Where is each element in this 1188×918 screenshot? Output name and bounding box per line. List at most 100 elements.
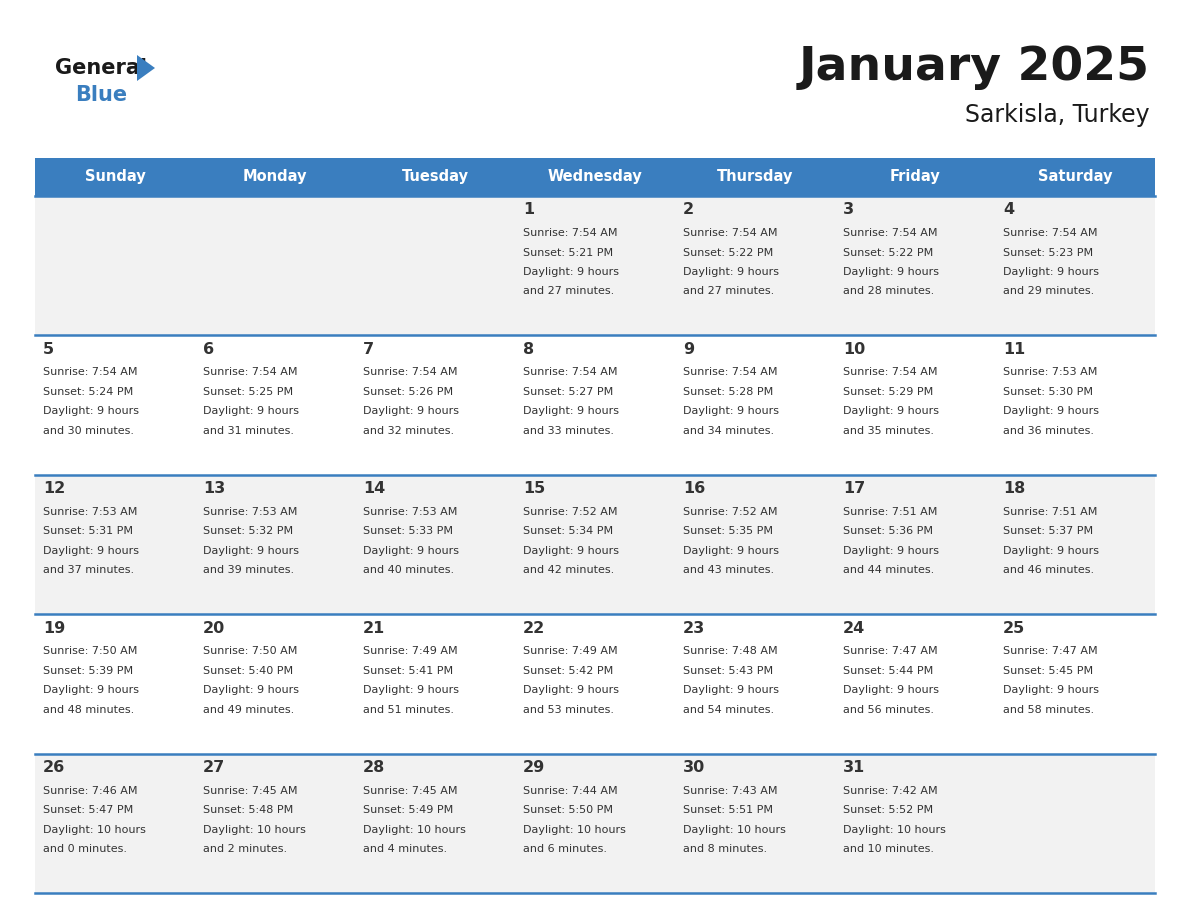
Text: Daylight: 10 hours: Daylight: 10 hours bbox=[843, 824, 946, 834]
Text: Daylight: 9 hours: Daylight: 9 hours bbox=[523, 407, 619, 417]
Text: Daylight: 9 hours: Daylight: 9 hours bbox=[43, 546, 139, 555]
Bar bbox=[195, 475, 355, 614]
Text: Sunset: 5:44 PM: Sunset: 5:44 PM bbox=[843, 666, 934, 676]
Text: and 53 minutes.: and 53 minutes. bbox=[523, 705, 614, 715]
Text: 14: 14 bbox=[364, 481, 385, 497]
Text: Sunrise: 7:51 AM: Sunrise: 7:51 AM bbox=[1003, 507, 1098, 517]
Text: Daylight: 9 hours: Daylight: 9 hours bbox=[1003, 546, 1099, 555]
Text: Sunset: 5:24 PM: Sunset: 5:24 PM bbox=[43, 386, 133, 397]
Text: and 51 minutes.: and 51 minutes. bbox=[364, 705, 454, 715]
Bar bbox=[675, 158, 835, 196]
Bar bbox=[516, 614, 675, 754]
Text: and 8 minutes.: and 8 minutes. bbox=[683, 844, 767, 854]
Text: Sunset: 5:29 PM: Sunset: 5:29 PM bbox=[843, 386, 934, 397]
Text: Sunrise: 7:44 AM: Sunrise: 7:44 AM bbox=[523, 786, 618, 796]
Bar bbox=[675, 196, 835, 335]
Text: Saturday: Saturday bbox=[1038, 170, 1112, 185]
Text: 1: 1 bbox=[523, 203, 535, 218]
Text: Sunrise: 7:54 AM: Sunrise: 7:54 AM bbox=[203, 367, 297, 377]
Text: 26: 26 bbox=[43, 760, 65, 775]
Text: Sunset: 5:28 PM: Sunset: 5:28 PM bbox=[683, 386, 773, 397]
Text: Sunset: 5:26 PM: Sunset: 5:26 PM bbox=[364, 386, 453, 397]
Text: 13: 13 bbox=[203, 481, 226, 497]
Text: and 6 minutes.: and 6 minutes. bbox=[523, 844, 607, 854]
Text: and 49 minutes.: and 49 minutes. bbox=[203, 705, 295, 715]
Text: and 2 minutes.: and 2 minutes. bbox=[203, 844, 287, 854]
Text: Friday: Friday bbox=[890, 170, 941, 185]
Text: Daylight: 9 hours: Daylight: 9 hours bbox=[1003, 407, 1099, 417]
Text: Sunrise: 7:53 AM: Sunrise: 7:53 AM bbox=[1003, 367, 1098, 377]
Text: 2: 2 bbox=[683, 203, 694, 218]
Text: Daylight: 9 hours: Daylight: 9 hours bbox=[203, 546, 299, 555]
Text: 5: 5 bbox=[43, 341, 55, 357]
Text: Sunrise: 7:42 AM: Sunrise: 7:42 AM bbox=[843, 786, 937, 796]
Text: Sunset: 5:21 PM: Sunset: 5:21 PM bbox=[523, 248, 613, 258]
Text: Sunset: 5:35 PM: Sunset: 5:35 PM bbox=[683, 526, 773, 536]
Text: Sunrise: 7:48 AM: Sunrise: 7:48 AM bbox=[683, 646, 778, 656]
Text: Sunrise: 7:52 AM: Sunrise: 7:52 AM bbox=[523, 507, 618, 517]
Bar bbox=[195, 614, 355, 754]
Bar bbox=[835, 754, 996, 893]
Bar bbox=[195, 158, 355, 196]
Text: and 42 minutes.: and 42 minutes. bbox=[523, 565, 614, 576]
Text: Daylight: 9 hours: Daylight: 9 hours bbox=[364, 546, 459, 555]
Text: Daylight: 9 hours: Daylight: 9 hours bbox=[43, 685, 139, 695]
Text: 24: 24 bbox=[843, 621, 865, 635]
Text: Daylight: 9 hours: Daylight: 9 hours bbox=[43, 407, 139, 417]
Text: 27: 27 bbox=[203, 760, 226, 775]
Text: Sunrise: 7:49 AM: Sunrise: 7:49 AM bbox=[364, 646, 457, 656]
Text: 21: 21 bbox=[364, 621, 385, 635]
Text: Wednesday: Wednesday bbox=[548, 170, 643, 185]
Text: and 29 minutes.: and 29 minutes. bbox=[1003, 286, 1094, 297]
Bar bbox=[996, 475, 1155, 614]
Text: 23: 23 bbox=[683, 621, 706, 635]
Text: Sunset: 5:51 PM: Sunset: 5:51 PM bbox=[683, 805, 773, 815]
Text: Sunset: 5:45 PM: Sunset: 5:45 PM bbox=[1003, 666, 1093, 676]
Text: Daylight: 9 hours: Daylight: 9 hours bbox=[683, 407, 779, 417]
Text: Daylight: 9 hours: Daylight: 9 hours bbox=[683, 267, 779, 277]
Text: Daylight: 9 hours: Daylight: 9 hours bbox=[843, 546, 939, 555]
Text: 28: 28 bbox=[364, 760, 385, 775]
Text: Sunrise: 7:54 AM: Sunrise: 7:54 AM bbox=[843, 228, 937, 238]
Text: 19: 19 bbox=[43, 621, 65, 635]
Bar bbox=[516, 754, 675, 893]
Text: Sunrise: 7:54 AM: Sunrise: 7:54 AM bbox=[843, 367, 937, 377]
Text: 22: 22 bbox=[523, 621, 545, 635]
Text: 16: 16 bbox=[683, 481, 706, 497]
Text: Sunset: 5:42 PM: Sunset: 5:42 PM bbox=[523, 666, 613, 676]
Bar bbox=[996, 754, 1155, 893]
Text: Sunrise: 7:53 AM: Sunrise: 7:53 AM bbox=[43, 507, 138, 517]
Text: Daylight: 10 hours: Daylight: 10 hours bbox=[43, 824, 146, 834]
Text: Daylight: 9 hours: Daylight: 9 hours bbox=[203, 685, 299, 695]
Text: Sunset: 5:33 PM: Sunset: 5:33 PM bbox=[364, 526, 453, 536]
Text: January 2025: January 2025 bbox=[800, 46, 1150, 91]
Text: and 27 minutes.: and 27 minutes. bbox=[523, 286, 614, 297]
Text: and 32 minutes.: and 32 minutes. bbox=[364, 426, 454, 436]
Text: and 33 minutes.: and 33 minutes. bbox=[523, 426, 614, 436]
Text: Sunset: 5:43 PM: Sunset: 5:43 PM bbox=[683, 666, 773, 676]
Text: Sunrise: 7:54 AM: Sunrise: 7:54 AM bbox=[683, 228, 777, 238]
Bar bbox=[675, 335, 835, 475]
Text: and 39 minutes.: and 39 minutes. bbox=[203, 565, 295, 576]
Text: and 27 minutes.: and 27 minutes. bbox=[683, 286, 775, 297]
Text: 29: 29 bbox=[523, 760, 545, 775]
Text: and 40 minutes.: and 40 minutes. bbox=[364, 565, 454, 576]
Text: Sunset: 5:25 PM: Sunset: 5:25 PM bbox=[203, 386, 293, 397]
Text: Daylight: 10 hours: Daylight: 10 hours bbox=[203, 824, 305, 834]
Bar bbox=[355, 335, 516, 475]
Bar bbox=[996, 335, 1155, 475]
Text: Sunrise: 7:45 AM: Sunrise: 7:45 AM bbox=[203, 786, 297, 796]
Text: and 35 minutes.: and 35 minutes. bbox=[843, 426, 934, 436]
Text: and 31 minutes.: and 31 minutes. bbox=[203, 426, 293, 436]
Text: Sunrise: 7:54 AM: Sunrise: 7:54 AM bbox=[364, 367, 457, 377]
Text: Sunset: 5:34 PM: Sunset: 5:34 PM bbox=[523, 526, 613, 536]
Bar bbox=[996, 196, 1155, 335]
Text: Sunset: 5:47 PM: Sunset: 5:47 PM bbox=[43, 805, 133, 815]
Text: Sunset: 5:31 PM: Sunset: 5:31 PM bbox=[43, 526, 133, 536]
Text: Daylight: 9 hours: Daylight: 9 hours bbox=[1003, 685, 1099, 695]
Text: and 36 minutes.: and 36 minutes. bbox=[1003, 426, 1094, 436]
Text: Daylight: 10 hours: Daylight: 10 hours bbox=[523, 824, 626, 834]
Text: 17: 17 bbox=[843, 481, 865, 497]
Text: 30: 30 bbox=[683, 760, 706, 775]
Text: 7: 7 bbox=[364, 341, 374, 357]
